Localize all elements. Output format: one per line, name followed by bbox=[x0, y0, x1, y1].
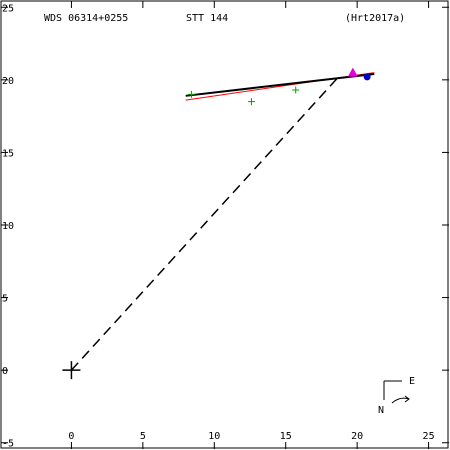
observation-circle bbox=[363, 73, 371, 81]
y-tick-label: 20 bbox=[2, 76, 14, 87]
observation-plus bbox=[292, 86, 300, 94]
y-tick-label: 15 bbox=[2, 148, 14, 159]
x-tick-label: 0 bbox=[68, 431, 74, 442]
y-tick-label: -5 bbox=[2, 439, 14, 450]
header-reference: (Hrt2017a) bbox=[345, 13, 405, 24]
compass-north-label: N bbox=[378, 405, 384, 416]
orbit-black bbox=[185, 73, 375, 97]
observation-plus bbox=[247, 98, 255, 106]
tick-labels: 0 5 10 15 20 25 -5 0 5 10 15 20 25 bbox=[2, 3, 435, 449]
compass: E N bbox=[378, 376, 415, 416]
observation-plus bbox=[187, 90, 195, 98]
x-tick-label: 5 bbox=[140, 431, 146, 442]
x-tick-label: 25 bbox=[423, 431, 435, 442]
observation-triangle bbox=[347, 67, 358, 77]
y-tick-label: 25 bbox=[2, 3, 14, 14]
primary-cross bbox=[62, 361, 81, 380]
header-name: STT 144 bbox=[186, 13, 228, 24]
x-tick-label: 20 bbox=[351, 431, 363, 442]
y-tick-label: 10 bbox=[2, 221, 14, 232]
header-designation: WDS 06314+0255 bbox=[44, 13, 128, 24]
compass-arrow-icon bbox=[391, 395, 410, 404]
y-tick-label: 0 bbox=[2, 366, 8, 377]
y-tick-label: 5 bbox=[2, 294, 8, 305]
x-tick-label: 15 bbox=[280, 431, 292, 442]
dashed-line bbox=[70, 77, 338, 371]
data-marks bbox=[62, 67, 375, 380]
x-tick-label: 10 bbox=[208, 431, 220, 442]
compass-east-label: E bbox=[409, 376, 415, 387]
